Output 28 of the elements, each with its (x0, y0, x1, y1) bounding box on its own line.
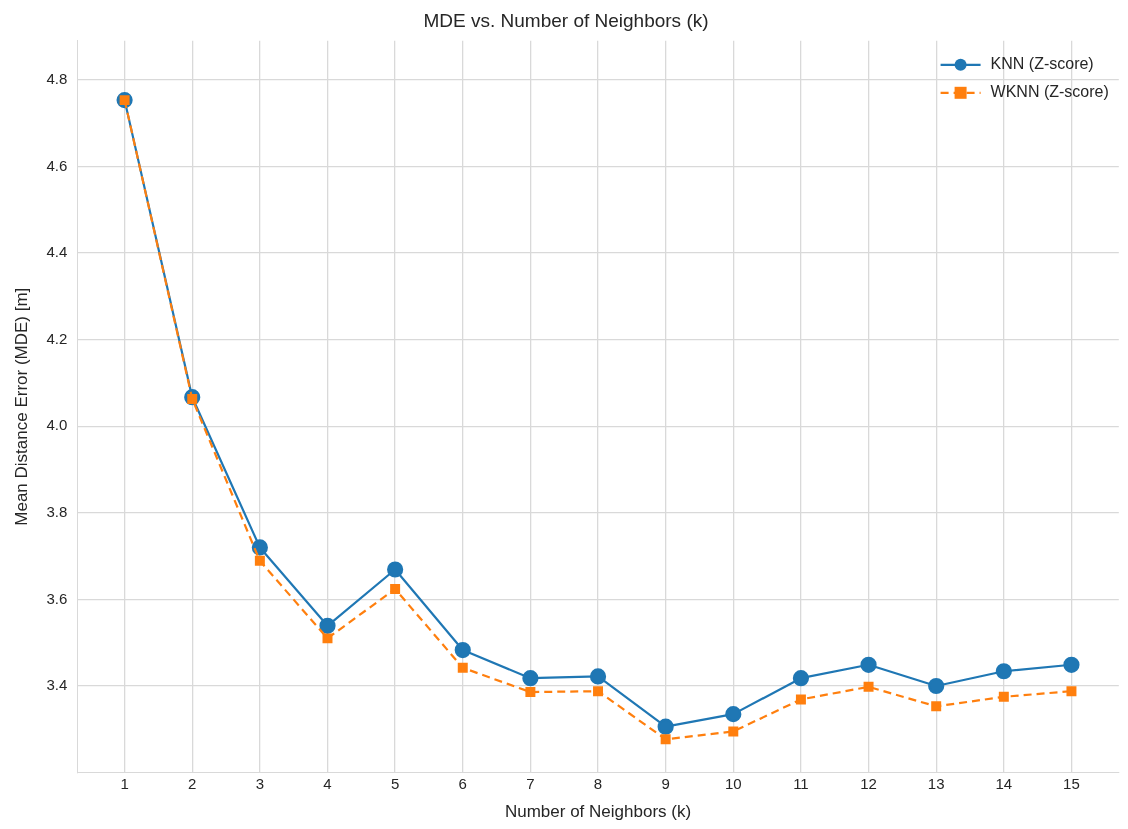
chart-title: MDE vs. Number of Neighbors (k) (423, 9, 709, 31)
x-tick-label: 2 (188, 774, 197, 792)
y-axis-title: Mean Distance Error (MDE) [m] (11, 287, 31, 526)
y-tick-label: 4.6 (46, 156, 68, 174)
x-tick-label: 7 (526, 774, 535, 792)
x-tick-label: 1 (120, 774, 129, 792)
x-tick-label: 15 (1063, 774, 1080, 792)
x-tick-label: 8 (593, 774, 603, 792)
y-tick-label: 4.2 (46, 329, 68, 347)
x-tick-label: 4 (323, 774, 332, 792)
y-tick-label: 3.6 (46, 589, 68, 607)
x-tick-label: 6 (458, 774, 467, 792)
x-tick-label: 3 (255, 774, 265, 792)
x-tick-label: 5 (390, 774, 400, 792)
x-tick-label: 12 (860, 774, 877, 792)
y-tick-label: 4.0 (46, 416, 68, 434)
x-tick-label: 11 (793, 774, 809, 792)
x-tick-label: 13 (927, 774, 945, 792)
legend-label: KNN (Z-score) (990, 55, 1094, 73)
x-axis-title: Number of Neighbors (k) (504, 802, 692, 822)
y-tick-label: 3.4 (46, 676, 68, 694)
x-tick-label: 14 (995, 774, 1013, 792)
x-tick-label: 9 (661, 774, 670, 792)
legend-label: WKNN (Z-score) (990, 83, 1109, 101)
y-tick-label: 4.4 (46, 243, 68, 261)
y-tick-label: 3.8 (46, 502, 68, 520)
x-tick-label: 10 (724, 774, 742, 792)
y-tick-label: 4.8 (46, 69, 68, 87)
